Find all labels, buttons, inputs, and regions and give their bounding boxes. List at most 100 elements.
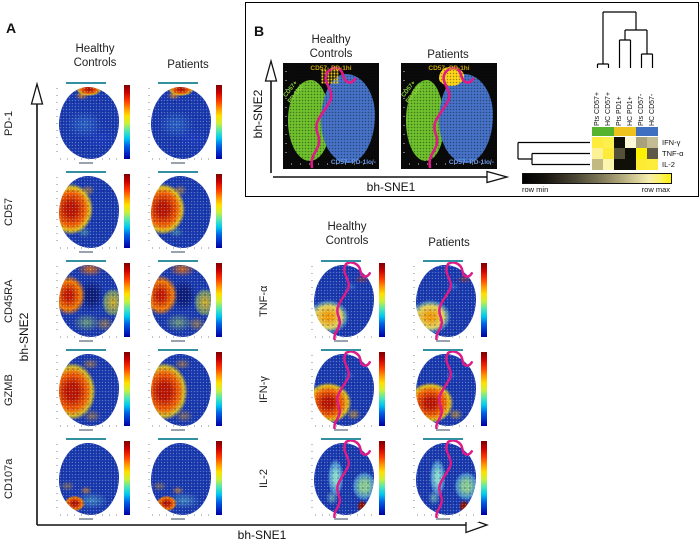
- plot-axis-glyph: [334, 429, 348, 431]
- jet-colorbar: [216, 174, 222, 248]
- plot-axis-glyph: [171, 429, 185, 431]
- plot-ticks-x: [152, 336, 210, 338]
- marker-row: CD57: [0, 169, 232, 255]
- cytokine-header-healthy-controls: Healthy Controls: [325, 221, 369, 248]
- plot-title-glyph: [157, 438, 199, 440]
- plot-ticks-x: [291, 163, 373, 165]
- marker-row: CD45RA: [0, 258, 232, 344]
- panel-a-header-patients: Patients: [167, 59, 209, 71]
- tsne-plot-patients: [140, 80, 228, 166]
- jet-colorbar: [379, 441, 385, 515]
- tsne-plot-patients: [405, 436, 493, 522]
- plot-ticks-y: [311, 355, 313, 425]
- plot-ticks-x: [152, 425, 210, 427]
- panel-b: B Healthy Controls Patients bh-SNE2 bh-S…: [245, 2, 699, 197]
- plot-ticks-y: [56, 266, 58, 336]
- jet-colorbar: [481, 441, 487, 515]
- panel-b-x-axis-label: bh-SNE1: [366, 180, 416, 194]
- plot-ticks-x: [315, 425, 373, 427]
- heatmap-group-color-strip: [592, 127, 658, 136]
- heatmap-column-label: Pts PD1+: [616, 96, 623, 126]
- tsne-plot: [142, 347, 214, 433]
- plot-ticks-y: [413, 444, 415, 514]
- plot-title-glyph: [320, 438, 362, 440]
- cluster-boundary-curve: [428, 66, 475, 169]
- tsne-point-cloud: [59, 87, 119, 159]
- panel-a-x-axis-label: bh-SNE1: [237, 528, 287, 542]
- plot-ticks-x: [315, 336, 373, 338]
- plot-ticks-y: [148, 444, 150, 514]
- panel-b-cluster-plot-patients: CD57- PD-1hi CD57+ PD-1lo/- CD57- PD-1lo…: [401, 63, 497, 169]
- jet-colorbar: [124, 174, 130, 248]
- region-label-cd57neg-pd1hi: CD57- PD-1hi: [310, 65, 352, 72]
- heatmap-grid: [592, 137, 658, 170]
- plot-ticks-x: [409, 163, 491, 165]
- plot-title-glyph: [422, 349, 464, 351]
- heatmap-cell: [592, 148, 603, 159]
- tsne-plot: [142, 436, 214, 522]
- jet-colorbar: [216, 85, 222, 159]
- heatmap-row-label: IFN-γ: [662, 138, 681, 147]
- tsne-plot: [50, 347, 122, 433]
- tsne-plot: [142, 258, 214, 344]
- plot-ticks-x: [60, 425, 118, 427]
- plot-ticks-x: [315, 514, 373, 516]
- heatmap-colorscale-bar: [522, 173, 672, 184]
- group-color-swatch: [647, 127, 658, 136]
- tsne-point-cloud: [59, 265, 119, 337]
- heatmap-column-label: HC CD57-: [649, 93, 656, 126]
- cluster-boundary-curve: [333, 440, 372, 518]
- panel-b-header-patients: Patients: [427, 49, 469, 61]
- heatmap-cell: [603, 148, 614, 159]
- plot-axis-glyph: [79, 518, 93, 520]
- plot-ticks-x: [152, 158, 210, 160]
- marker-row-label: CD57: [3, 197, 15, 227]
- plot-ticks-y: [148, 88, 150, 158]
- marker-row: GZMB: [0, 347, 232, 433]
- plot-ticks-x: [60, 336, 118, 338]
- plot-axis-glyph: [171, 340, 185, 342]
- heatmap-column-dendrogram: [596, 11, 654, 68]
- heatmap-cell: [603, 159, 614, 170]
- tsne-plot-healthy-controls: [48, 436, 136, 522]
- panel-b-y-axis-label: bh-SNE2: [251, 89, 265, 139]
- plot-title-glyph: [65, 171, 107, 173]
- plot-ticks-y: [56, 177, 58, 247]
- jet-colorbar: [481, 263, 487, 337]
- tsne-plot-healthy-controls: [48, 347, 136, 433]
- jet-colorbar: [216, 441, 222, 515]
- plot-ticks-x: [60, 158, 118, 160]
- plot-ticks-x: [152, 247, 210, 249]
- tsne-point-cloud: [59, 443, 119, 515]
- tsne-plot-healthy-controls: [48, 80, 136, 166]
- tsne-plot-healthy-controls: [303, 347, 391, 433]
- panel-a-header-healthy-controls: Healthy Controls: [73, 43, 117, 70]
- cluster-boundary-curve: [435, 262, 474, 340]
- panel-b-cluster-plot-healthy: CD57- PD-1hi CD57+ PD-1lo/- CD57- PD-1lo…: [283, 63, 379, 169]
- jet-colorbar: [124, 352, 130, 426]
- marker-row: IL-2: [255, 436, 500, 522]
- plot-axis-glyph: [171, 162, 185, 164]
- jet-colorbar: [124, 441, 130, 515]
- marker-row-label: IFN-γ: [258, 376, 270, 404]
- marker-row: CD107a: [0, 436, 232, 522]
- marker-row-label: IL-2: [258, 469, 270, 489]
- colorscale-max-label: row max: [641, 185, 670, 194]
- region-label-cd57neg-pd1hi: CD57- PD-1hi: [428, 65, 470, 72]
- jet-colorbar: [124, 263, 130, 337]
- heatmap-cell: [614, 148, 625, 159]
- plot-axis-glyph: [79, 340, 93, 342]
- panel-a-letter: A: [6, 20, 17, 36]
- plot-ticks-y: [311, 266, 313, 336]
- tsne-plot: [50, 258, 122, 344]
- plot-ticks-y: [148, 355, 150, 425]
- group-color-swatch: [636, 127, 647, 136]
- plot-title-glyph: [320, 349, 362, 351]
- cluster-boundary-curve: [435, 351, 474, 429]
- heatmap-cell: [614, 159, 625, 170]
- tsne-point-cloud: [151, 87, 211, 159]
- heatmap-cell: [603, 137, 614, 148]
- cluster-boundary-curve: [333, 262, 372, 340]
- region-label-cd57neg-pd1lo: CD57- PD-1lo/-: [448, 159, 494, 166]
